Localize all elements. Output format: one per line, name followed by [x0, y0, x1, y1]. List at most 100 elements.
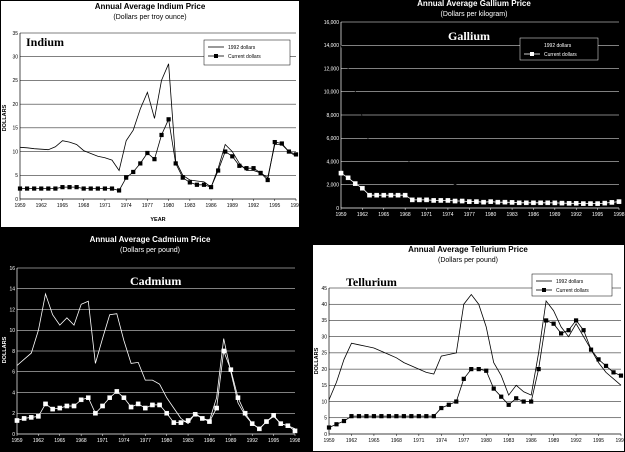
gallium-series-2-point	[381, 192, 387, 198]
gallium-series-2-point	[488, 199, 493, 204]
cadmium-series-2-point	[171, 420, 177, 425]
tellurium-series-2-point	[521, 399, 526, 404]
tellurium-y-tick-label: 45	[321, 286, 327, 292]
cadmium-series-2-point	[257, 426, 262, 432]
cadmium-series-1-line	[16, 292, 296, 430]
tellurium-chart-panel: Annual Average Tellurium Price (Dollars p…	[312, 244, 625, 452]
tellurium-y-tick-label: 30	[321, 334, 327, 340]
gallium-series-2-point	[388, 192, 394, 198]
cadmium-x-tick-label: 1968	[76, 438, 87, 444]
indium-series-2-point	[166, 117, 171, 122]
cadmium-series-2-point	[285, 423, 291, 429]
indium-y-tick-label: 35	[12, 31, 18, 37]
indium-x-tick-label: 1965	[57, 203, 68, 209]
gallium-y-tick-label: 14,000	[324, 43, 340, 49]
cadmium-x-tick-label: 1992	[247, 438, 258, 444]
tellurium-x-tick-label: 1986	[526, 438, 537, 444]
tellurium-x-tick-label: 1983	[503, 438, 514, 444]
indium-legend-label: Current dollars	[228, 54, 261, 60]
gallium-y-tick-label: 10,000	[324, 90, 340, 96]
tellurium-series-2-point	[551, 321, 556, 326]
cadmium-series-2-point	[221, 348, 227, 354]
cadmium-series-2-point	[50, 406, 55, 412]
indium-series-2-point	[201, 182, 207, 187]
tellurium-series-2-point	[506, 402, 511, 407]
gallium-legend-marker	[530, 52, 534, 56]
tellurium-series-2-point	[326, 425, 332, 430]
cadmium-series-2-point	[278, 421, 284, 426]
tellurium-series-2-point	[559, 331, 564, 336]
indium-series-2-point	[265, 177, 270, 183]
indium-series-2-point	[124, 175, 129, 180]
tellurium-chart-subtitle: (Dollars per pound)	[438, 257, 498, 264]
gallium-series-2-point	[524, 200, 529, 206]
cadmium-series-2-point	[292, 428, 298, 434]
gallium-y-tick-label: 4,000	[326, 159, 339, 165]
indium-x-tick-label: 1977	[142, 203, 153, 209]
cadmium-y-tick-label: 14	[9, 287, 15, 293]
cadmium-series-2-point	[100, 403, 105, 409]
cadmium-series-2-point	[214, 405, 219, 411]
indium-series-2-point	[286, 149, 292, 154]
indium-series-2-point	[208, 185, 214, 190]
gallium-series-2-point	[581, 201, 586, 206]
indium-series-2-point	[46, 186, 51, 191]
indium-series-2-point	[109, 186, 115, 191]
indium-series-2-point	[187, 180, 192, 185]
cadmium-series-2-point	[178, 420, 184, 425]
gallium-x-tick-label: 1998	[613, 212, 624, 218]
gallium-series-2-point	[431, 198, 436, 203]
indium-series-2-point	[237, 163, 242, 168]
indium-chart-title: Annual Average Indium Price	[95, 2, 206, 11]
cadmium-series-2-point	[121, 395, 127, 400]
tellurium-series-2-point	[618, 373, 624, 378]
indium-x-tick-label: 1962	[36, 203, 47, 209]
gallium-series-2-point	[609, 200, 615, 205]
tellurium-series-2-point	[356, 414, 362, 419]
gallium-series-2-point	[559, 200, 565, 206]
cadmium-chart-subtitle: (Dollars per pound)	[120, 247, 180, 254]
indium-series-2-point	[293, 152, 299, 157]
indium-x-tick-label: 1995	[269, 203, 280, 209]
gallium-series-2-point	[452, 198, 458, 204]
cadmium-x-tick-label: 1980	[161, 438, 172, 444]
tellurium-series-2-point	[334, 422, 339, 427]
tellurium-series-2-point	[386, 414, 391, 419]
cadmium-y-tick-label: 16	[9, 266, 15, 272]
tellurium-series-2-point	[536, 367, 541, 372]
cadmium-series-2-point	[36, 414, 41, 419]
gallium-x-tick-label: 1995	[592, 212, 603, 218]
indium-series-2-point	[116, 188, 122, 193]
cadmium-series-2-point	[143, 405, 148, 411]
gallium-y-tick-label: 12,000	[324, 66, 340, 72]
indium-chart: Annual Average Indium Price (Dollars per …	[1, 1, 300, 227]
tellurium-series-2-point	[461, 376, 466, 381]
indium-chart-panel: Annual Average Indium Price (Dollars per …	[0, 0, 300, 228]
tellurium-x-tick-label: 1965	[368, 438, 379, 444]
gallium-chart-panel: Annual Average Gallium Price (Dollars per…	[308, 0, 625, 222]
tellurium-x-tick-label: 1977	[458, 438, 469, 444]
tellurium-x-tick-label: 1998	[615, 438, 625, 444]
tellurium-y-tick-label: 20	[321, 367, 327, 373]
gallium-series-2-point	[545, 200, 551, 206]
tellurium-y-tick-label: 5	[324, 416, 327, 422]
gallium-series-2-point	[474, 199, 479, 204]
tellurium-series-2-point	[431, 414, 436, 419]
gallium-series-2-point	[531, 200, 536, 206]
cadmium-series-2-point	[271, 413, 276, 418]
gallium-series-2-point	[360, 185, 365, 191]
gallium-series-2-point	[573, 201, 579, 206]
indium-x-tick-label: 1989	[227, 203, 238, 209]
tellurium-series-2-point	[439, 405, 444, 411]
indium-series-2-point	[60, 185, 65, 190]
tellurium-series-2-point	[409, 414, 414, 419]
gallium-x-tick-label: 1977	[464, 212, 475, 218]
cadmium-series-2-point	[107, 395, 112, 400]
tellurium-legend-box	[531, 273, 613, 297]
gallium-x-tick-label: 1992	[571, 212, 582, 218]
gallium-series-2-point	[374, 192, 379, 198]
tellurium-series-2-point	[566, 328, 571, 333]
cadmium-chart-label: Cadmium	[130, 274, 181, 288]
tellurium-series-2-point	[341, 418, 347, 424]
gallium-series-2-point	[367, 192, 372, 198]
